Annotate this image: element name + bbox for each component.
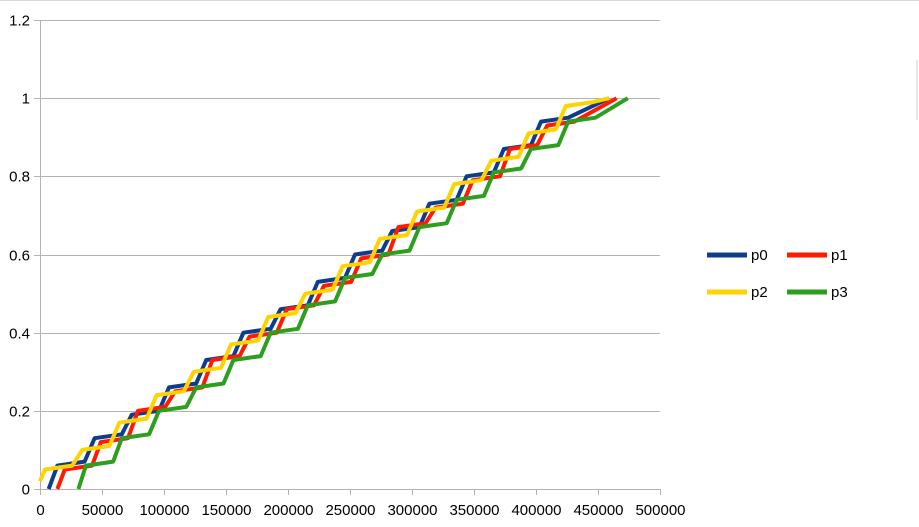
series-line-p3 — [76, 96, 629, 490]
y-tick-label: 0 — [22, 482, 30, 499]
x-tick-label: 300000 — [387, 502, 437, 519]
legend-label-p3: p3 — [831, 284, 848, 301]
series-line-p2 — [38, 96, 610, 482]
legend-label-p0: p0 — [751, 247, 768, 264]
y-tick-label: 0.4 — [9, 326, 30, 343]
x-tick-label: 150000 — [201, 502, 251, 519]
y-tick-label: 1.2 — [9, 13, 30, 30]
axes: 0 0.2 0.4 0.6 0.8 1 1.2 0 50000 100000 150000 20000… — [9, 13, 685, 520]
y-tick-label: 0.8 — [9, 169, 30, 186]
legend-label-p2: p2 — [751, 284, 768, 301]
x-tick-label: 250000 — [325, 502, 375, 519]
x-tick-label: 100000 — [139, 502, 189, 519]
x-tick-label: 0 — [36, 502, 44, 519]
x-tick-label: 500000 — [635, 502, 685, 519]
series-lines — [38, 96, 629, 490]
x-tick-label: 450000 — [573, 502, 623, 519]
x-tick-label: 400000 — [511, 502, 561, 519]
y-tick-label: 0.6 — [9, 248, 30, 265]
y-tick-label: 0.2 — [9, 404, 30, 421]
legend: p0 p1 p2 p3 — [707, 247, 848, 301]
x-tick-label: 350000 — [449, 502, 499, 519]
x-tick-label: 50000 — [82, 502, 124, 519]
x-tick-label: 200000 — [263, 502, 313, 519]
y-tick-label: 1 — [22, 91, 30, 108]
legend-label-p1: p1 — [831, 247, 848, 264]
